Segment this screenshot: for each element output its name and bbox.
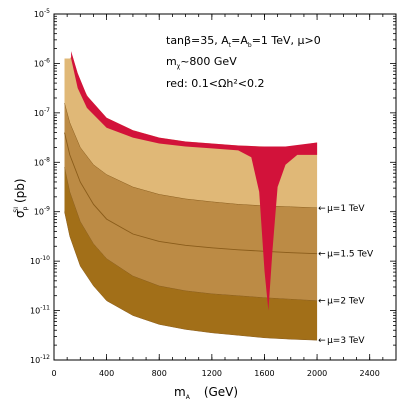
axis-ticks: 0 400 800 1200 1600 2000 2400 10-12 10-11 10-10 10… xyxy=(30,8,397,378)
x-axis-label: mA (GeV) xyxy=(174,385,238,401)
y-tick-label: 10-8 xyxy=(34,156,50,167)
relic-density-band xyxy=(71,51,318,311)
mu-label-arrow: ← xyxy=(318,297,326,307)
mu-label-text: μ=1.5 TeV xyxy=(327,250,374,260)
x-tick-label: 2400 xyxy=(360,369,380,378)
band-upper-light xyxy=(64,55,318,208)
curve-3tev xyxy=(64,211,318,341)
mu-label-arrow: ← xyxy=(318,204,326,214)
annotation-parameters: tanβ=35, At=Ab=1 TeV, μ>0 xyxy=(166,34,321,49)
x-tick-label: 400 xyxy=(99,369,114,378)
x-tick-label: 1200 xyxy=(202,369,222,378)
y-axis-label: σpSI(pb) xyxy=(13,178,29,218)
annotation-neutralino-mass: mχ~800 GeV xyxy=(166,55,237,70)
x-tick-label: 2000 xyxy=(307,369,327,378)
y-tick-label: 10-5 xyxy=(34,8,50,19)
x-tick-label: 1600 xyxy=(254,369,274,378)
y-tick-label: 10-12 xyxy=(30,354,50,365)
y-tick-label: 10-7 xyxy=(34,107,50,118)
mu-label-text: μ=2 TeV xyxy=(327,297,365,307)
mu-label-text: μ=1 TeV xyxy=(327,204,365,214)
region-bands xyxy=(64,55,318,341)
mu-label-arrow: ← xyxy=(318,250,326,260)
y-tick-label: 10-9 xyxy=(34,206,50,217)
mu-labels: ← μ=1 TeV← μ=1.5 TeV← μ=2 TeV← μ=3 TeV xyxy=(318,204,374,346)
y-tick-label: 10-11 xyxy=(30,305,50,316)
y-tick-label: 10-10 xyxy=(30,255,50,266)
x-tick-label: 0 xyxy=(51,369,56,378)
band-middle xyxy=(64,103,318,301)
relic-region xyxy=(71,51,318,311)
x-tick-label: 800 xyxy=(152,369,167,378)
annotation-relic-note: red: 0.1<Ωh²<0.2 xyxy=(166,77,264,90)
mu-label-text: μ=3 TeV xyxy=(327,336,365,346)
y-tick-label: 10-6 xyxy=(34,57,50,68)
curve-2tev xyxy=(64,167,318,301)
mu-label-arrow: ← xyxy=(318,336,326,346)
